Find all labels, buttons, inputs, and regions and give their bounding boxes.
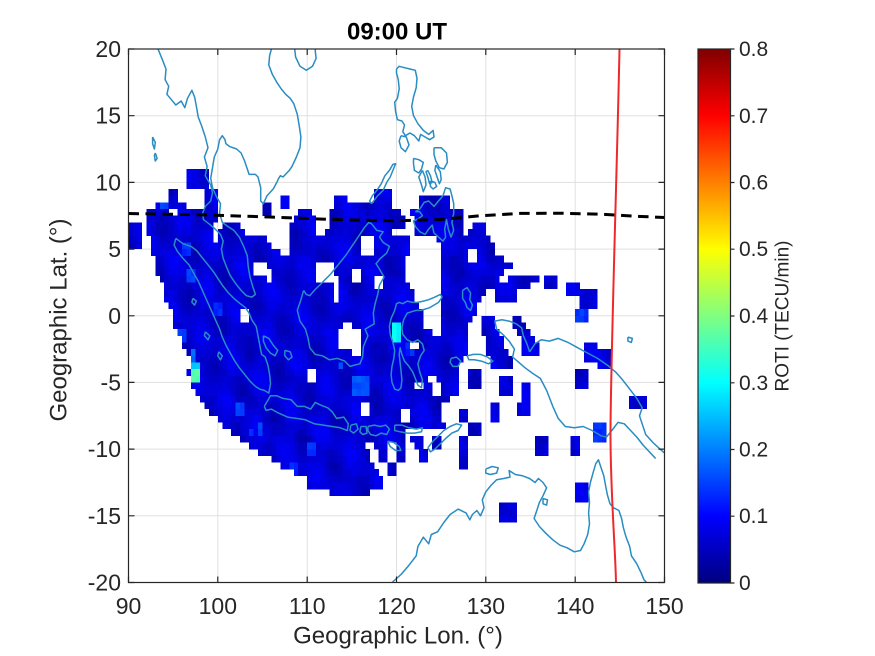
svg-text:110: 110: [289, 593, 326, 619]
svg-text:100: 100: [199, 593, 237, 619]
svg-text:-5: -5: [101, 369, 121, 395]
svg-text:140: 140: [556, 593, 594, 619]
svg-text:0: 0: [739, 572, 751, 595]
svg-text:0.3: 0.3: [739, 372, 768, 395]
svg-text:0.8: 0.8: [739, 38, 768, 61]
svg-text:-10: -10: [88, 436, 121, 462]
svg-text:0.1: 0.1: [739, 505, 768, 528]
svg-text:90: 90: [116, 593, 142, 619]
svg-text:5: 5: [108, 236, 121, 262]
svg-text:15: 15: [95, 103, 121, 129]
svg-text:-15: -15: [88, 503, 121, 529]
svg-text:20: 20: [95, 36, 121, 62]
svg-text:10: 10: [95, 169, 121, 195]
svg-text:150: 150: [645, 593, 683, 619]
svg-text:09:00 UT: 09:00 UT: [347, 19, 447, 46]
svg-text:130: 130: [467, 593, 505, 619]
svg-text:Geographic Lon. (°): Geographic Lon. (°): [293, 623, 503, 650]
svg-text:-20: -20: [88, 570, 121, 596]
svg-text:Geographic Lat. (°): Geographic Lat. (°): [46, 218, 73, 421]
svg-text:0.6: 0.6: [739, 172, 768, 195]
svg-text:120: 120: [377, 593, 415, 619]
svg-text:ROTI (TECU/min): ROTI (TECU/min): [773, 241, 794, 392]
svg-text:0.7: 0.7: [739, 105, 768, 128]
svg-text:0.5: 0.5: [739, 238, 768, 261]
svg-text:0.4: 0.4: [739, 305, 769, 328]
svg-text:0: 0: [108, 303, 121, 329]
svg-text:0.2: 0.2: [739, 439, 768, 462]
